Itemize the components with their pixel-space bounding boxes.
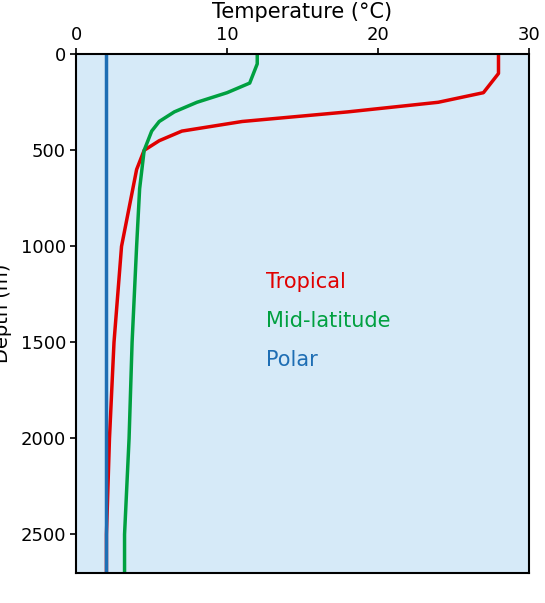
Text: Mid-latitude: Mid-latitude: [267, 311, 391, 331]
Text: Tropical: Tropical: [267, 273, 346, 292]
X-axis label: Temperature (°C): Temperature (°C): [213, 2, 392, 22]
Text: Polar: Polar: [267, 350, 318, 370]
Y-axis label: Depth (m): Depth (m): [0, 264, 12, 363]
